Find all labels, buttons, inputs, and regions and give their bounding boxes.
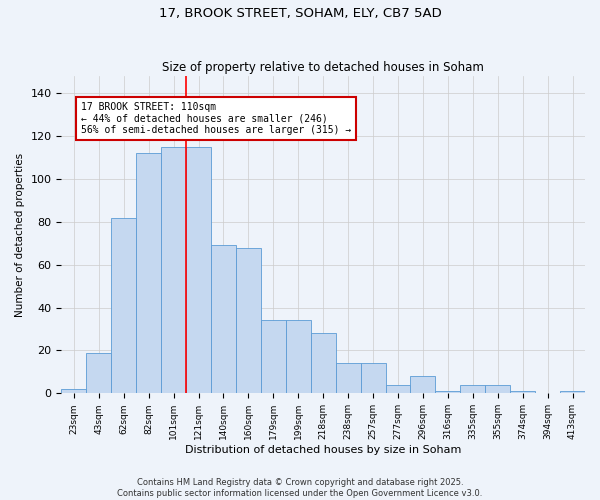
Bar	[161, 147, 186, 394]
Bar	[61, 389, 86, 394]
Bar	[286, 320, 311, 394]
Bar	[111, 218, 136, 394]
Bar	[410, 376, 436, 394]
Text: Contains HM Land Registry data © Crown copyright and database right 2025.
Contai: Contains HM Land Registry data © Crown c…	[118, 478, 482, 498]
Bar	[436, 391, 460, 394]
Bar	[560, 391, 585, 394]
Text: 17, BROOK STREET, SOHAM, ELY, CB7 5AD: 17, BROOK STREET, SOHAM, ELY, CB7 5AD	[158, 8, 442, 20]
Y-axis label: Number of detached properties: Number of detached properties	[15, 152, 25, 317]
Bar	[261, 320, 286, 394]
Bar	[386, 385, 410, 394]
Text: 17 BROOK STREET: 110sqm
← 44% of detached houses are smaller (246)
56% of semi-d: 17 BROOK STREET: 110sqm ← 44% of detache…	[82, 102, 352, 135]
X-axis label: Distribution of detached houses by size in Soham: Distribution of detached houses by size …	[185, 445, 461, 455]
Bar	[485, 385, 510, 394]
Bar	[460, 385, 485, 394]
Title: Size of property relative to detached houses in Soham: Size of property relative to detached ho…	[162, 60, 484, 74]
Bar	[136, 153, 161, 394]
Bar	[211, 246, 236, 394]
Bar	[361, 364, 386, 394]
Bar	[335, 364, 361, 394]
Bar	[86, 352, 111, 394]
Bar	[186, 147, 211, 394]
Bar	[311, 334, 335, 394]
Bar	[510, 391, 535, 394]
Bar	[236, 248, 261, 394]
